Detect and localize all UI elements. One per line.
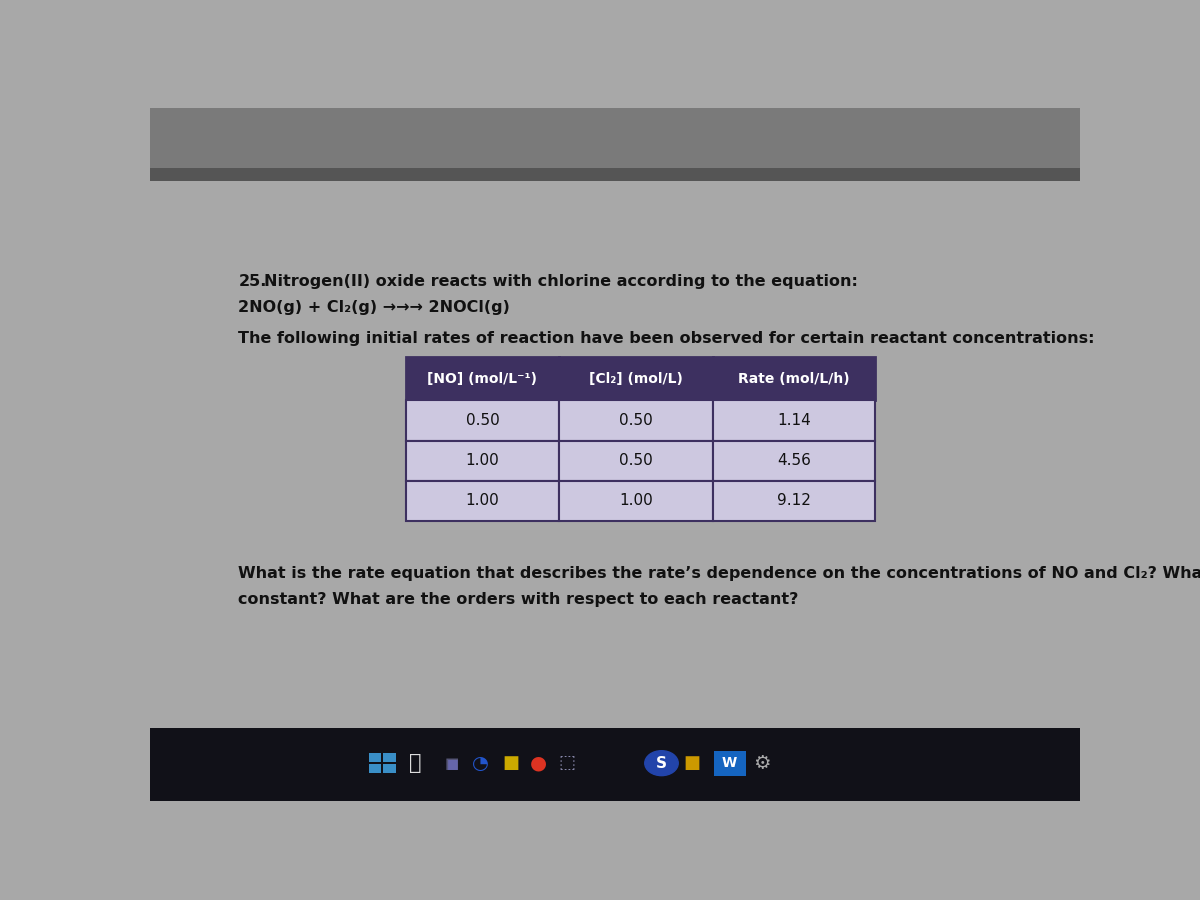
Text: The following initial rates of reaction have been observed for certain reactant : The following initial rates of reaction … xyxy=(239,331,1094,346)
Text: 25.: 25. xyxy=(239,274,266,289)
Text: ■: ■ xyxy=(446,757,458,770)
Text: [NO] (mol/L⁻¹): [NO] (mol/L⁻¹) xyxy=(427,372,538,386)
FancyBboxPatch shape xyxy=(406,441,559,481)
FancyBboxPatch shape xyxy=(559,441,713,481)
Circle shape xyxy=(644,751,678,776)
Text: S: S xyxy=(656,756,667,770)
Text: 0.50: 0.50 xyxy=(466,413,499,428)
FancyBboxPatch shape xyxy=(714,751,746,776)
Text: 1.00: 1.00 xyxy=(466,454,499,468)
Text: constant? What are the orders with respect to each reactant?: constant? What are the orders with respe… xyxy=(239,592,799,608)
FancyBboxPatch shape xyxy=(559,481,713,521)
Text: 4.56: 4.56 xyxy=(778,454,811,468)
Text: What is the rate equation that describes the rate’s dependence on the concentrat: What is the rate equation that describes… xyxy=(239,566,1200,581)
FancyBboxPatch shape xyxy=(406,400,559,441)
FancyBboxPatch shape xyxy=(368,764,380,773)
FancyBboxPatch shape xyxy=(713,357,876,400)
FancyBboxPatch shape xyxy=(713,481,876,521)
FancyBboxPatch shape xyxy=(713,400,876,441)
Text: 9.12: 9.12 xyxy=(778,493,811,508)
Text: ●: ● xyxy=(530,753,547,773)
Text: 1.00: 1.00 xyxy=(619,493,653,508)
FancyBboxPatch shape xyxy=(384,764,396,773)
Text: ■: ■ xyxy=(503,754,520,772)
Text: ■: ■ xyxy=(445,756,460,770)
FancyBboxPatch shape xyxy=(406,357,559,400)
FancyBboxPatch shape xyxy=(368,753,380,762)
Text: 2NO(g) + Cl₂(g) →→→ 2NOCl(g): 2NO(g) + Cl₂(g) →→→ 2NOCl(g) xyxy=(239,300,510,315)
FancyBboxPatch shape xyxy=(713,441,876,481)
FancyBboxPatch shape xyxy=(384,753,396,762)
Text: ■: ■ xyxy=(684,754,701,772)
Text: Nitrogen(II) oxide reacts with chlorine according to the equation:: Nitrogen(II) oxide reacts with chlorine … xyxy=(264,274,858,289)
Text: [Cl₂] (mol/L): [Cl₂] (mol/L) xyxy=(589,372,683,386)
Text: ⬚: ⬚ xyxy=(558,754,575,772)
Text: 1.00: 1.00 xyxy=(466,493,499,508)
FancyBboxPatch shape xyxy=(150,728,1080,801)
Text: ⭘: ⭘ xyxy=(409,753,421,773)
FancyBboxPatch shape xyxy=(559,357,713,400)
Text: 0.50: 0.50 xyxy=(619,454,653,468)
Text: 0.50: 0.50 xyxy=(619,413,653,428)
FancyBboxPatch shape xyxy=(406,481,559,521)
FancyBboxPatch shape xyxy=(559,400,713,441)
FancyBboxPatch shape xyxy=(150,108,1080,170)
FancyBboxPatch shape xyxy=(150,168,1080,181)
Text: ⚙: ⚙ xyxy=(754,753,770,773)
Text: ◔: ◔ xyxy=(472,753,488,773)
Text: 1.14: 1.14 xyxy=(778,413,811,428)
Text: Rate (mol/L/h): Rate (mol/L/h) xyxy=(738,372,850,386)
Text: W: W xyxy=(721,756,737,770)
